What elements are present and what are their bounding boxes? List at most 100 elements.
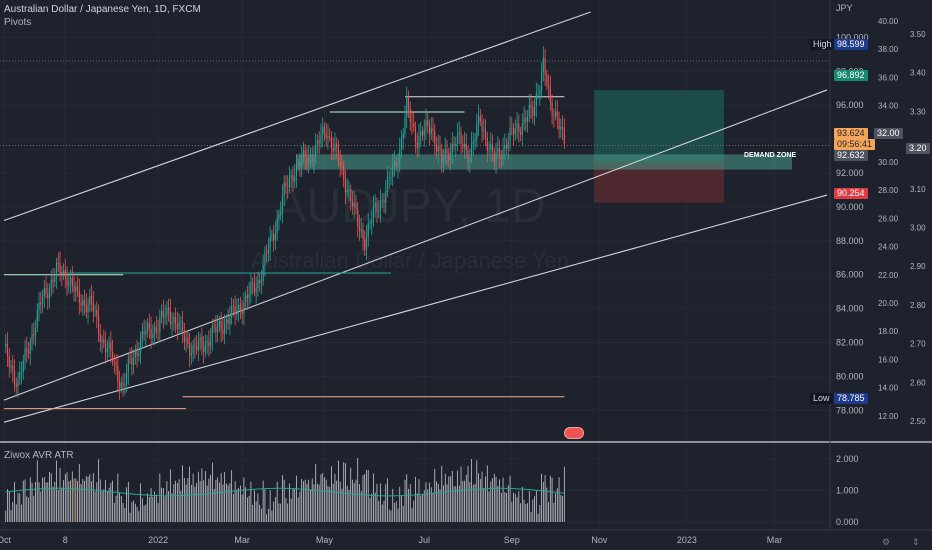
candle-body [541,71,543,91]
candle [5,334,7,354]
time-tick-label: May [316,535,334,545]
channel-line-0 [3,11,591,221]
candle-body [385,191,387,204]
candle [103,329,105,349]
candle [372,195,375,228]
candle-body [504,144,506,149]
candle-body [197,341,199,350]
candle [519,127,522,142]
candle-body [399,149,401,164]
candle [36,303,38,333]
candle [460,126,462,155]
session-icon[interactable] [564,427,584,439]
price-tick-label: 100.000 [836,32,869,42]
candles [5,46,565,400]
candle-body [281,196,283,213]
candle-body [442,158,445,163]
candle-body [168,307,170,311]
auto-scale-icon[interactable]: ⇕ [912,537,920,547]
candle [176,311,178,341]
candle-body [122,382,124,386]
candle-body [231,305,233,318]
candle-body [110,342,112,352]
candle [442,149,445,173]
candle [13,359,16,392]
candle-body [234,306,236,315]
candle [423,119,425,147]
candle [122,373,124,397]
candle [369,218,371,230]
candle [190,342,192,365]
candle [388,171,390,189]
candle-body [388,176,390,178]
candle [420,121,422,148]
candle-body [437,146,439,152]
candle [138,342,140,362]
candle [364,230,366,256]
candle-body [476,124,478,139]
candle [218,315,220,333]
candle [488,141,490,156]
candle-body [99,333,101,343]
candle [54,268,56,288]
candle [479,108,481,126]
candle [173,312,175,331]
candle [376,197,378,223]
candle [472,132,474,156]
candle-body [521,123,523,135]
candle-body [45,288,47,294]
stop-value-tag: 90.254 [834,188,868,199]
candle-body [535,94,537,107]
candle-body [50,279,52,289]
candle-body [423,129,425,136]
candle [539,85,541,106]
candle-body [456,134,459,144]
candle [344,169,347,205]
candle [143,319,145,342]
secondary-axis-1-tick: 28.00 [878,186,899,195]
candle [355,194,357,215]
candle-body [164,315,166,318]
candle [134,344,136,365]
candle-body [481,121,483,132]
candle-body [322,127,324,136]
demand-zone [296,154,792,170]
candle-body [119,381,121,389]
candle [301,145,303,178]
candle [62,263,65,281]
candle-body [82,300,84,306]
candle [521,113,523,147]
candle-body [111,351,114,362]
candle [262,254,264,286]
candle-body [425,120,427,130]
candle [530,93,532,119]
candle-body [161,311,163,318]
candle [407,90,410,118]
secondary-axis-2-tick: 3.10 [910,185,926,194]
candle-body [90,296,93,302]
candle [446,140,448,165]
candle-body [483,129,485,132]
candle [542,46,544,82]
candle-body [248,293,250,299]
candle-body [157,331,159,333]
candle-body [491,144,494,152]
candle [288,166,290,194]
candle-body [526,116,529,122]
candle [490,132,492,162]
candle [497,136,499,159]
secondary-axis-1-tick: 22.00 [878,271,899,280]
candle-body [26,348,28,352]
candle-body [182,321,184,335]
candle-body [287,186,289,188]
candle-body [462,143,464,148]
candle-body [166,307,168,316]
candle-body [400,138,403,150]
candle-body [85,304,87,313]
candle-body [22,360,24,373]
candle [413,112,415,132]
candle [89,289,91,313]
candle-body [430,128,432,134]
gear-icon[interactable]: ⚙ [882,537,891,547]
